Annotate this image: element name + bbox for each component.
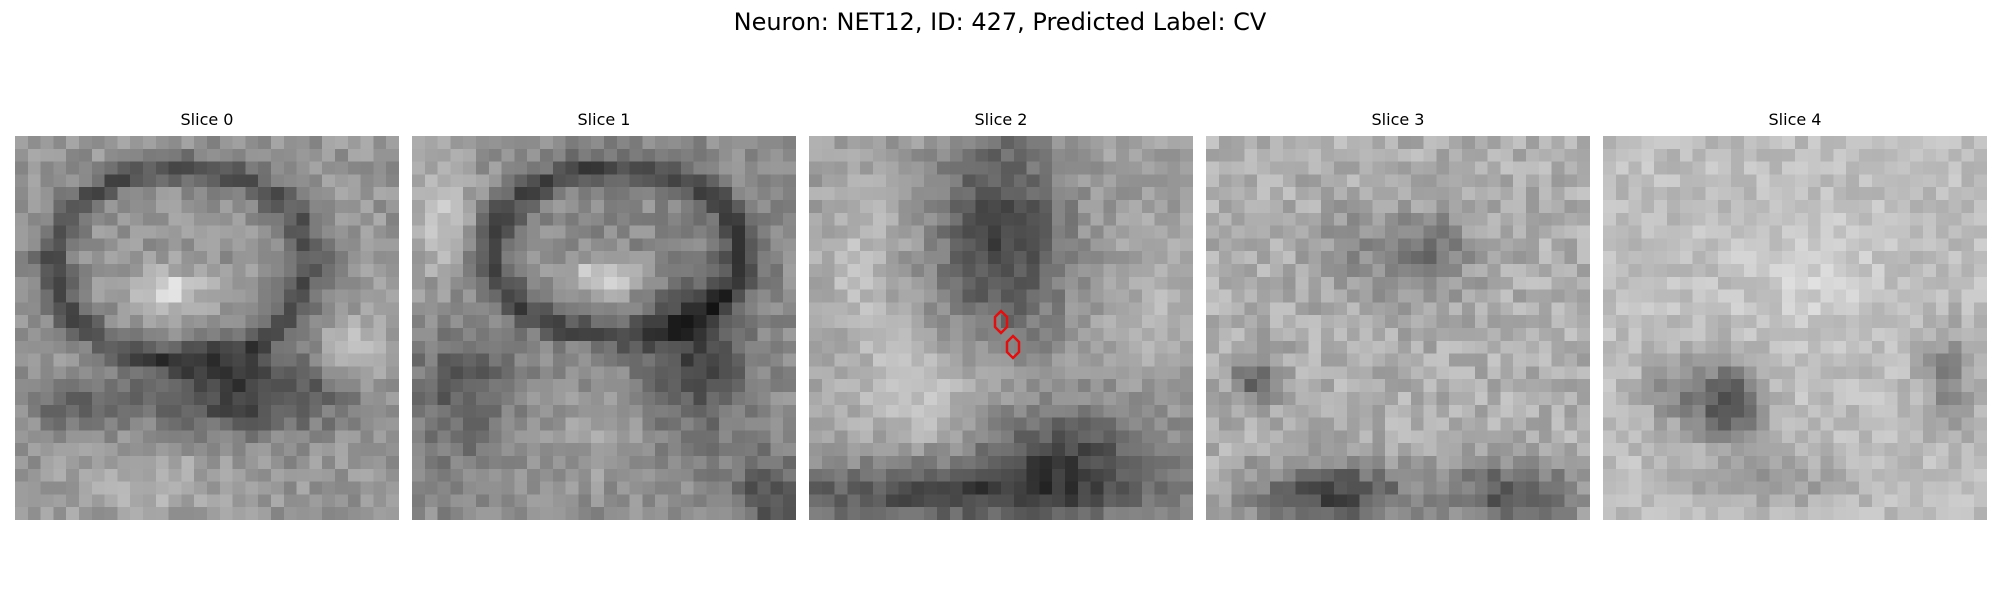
panel-slice-1: Slice 1 — [412, 108, 796, 520]
panel-title: Slice 0 — [180, 110, 234, 129]
figure-title: Neuron: NET12, ID: 427, Predicted Label:… — [733, 8, 1267, 36]
slice-image — [1206, 136, 1590, 520]
slice-image — [1603, 136, 1987, 520]
slice-image — [809, 136, 1193, 520]
panel-slice-2: Slice 2 — [809, 108, 1193, 520]
panel-slice-4: Slice 4 — [1603, 108, 1987, 520]
panel-slice-3: Slice 3 — [1206, 108, 1590, 520]
slice-image — [412, 136, 796, 520]
panel-title: Slice 2 — [974, 110, 1028, 129]
panel-title: Slice 3 — [1371, 110, 1425, 129]
slice-image — [15, 136, 399, 520]
panel-slice-0: Slice 0 — [15, 108, 399, 520]
panel-title: Slice 4 — [1768, 110, 1822, 129]
panel-title: Slice 1 — [577, 110, 631, 129]
